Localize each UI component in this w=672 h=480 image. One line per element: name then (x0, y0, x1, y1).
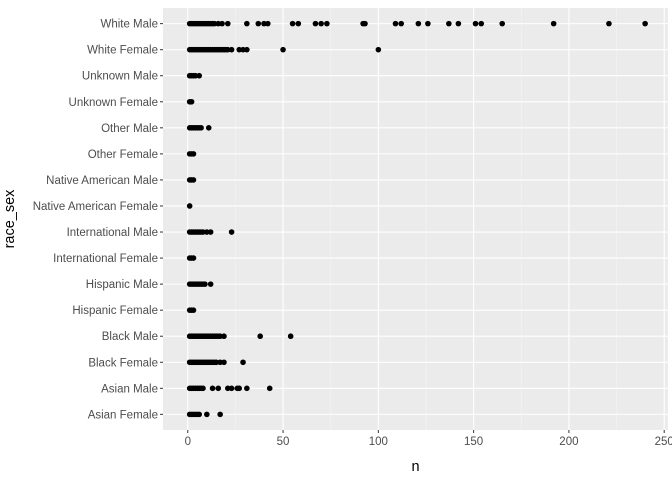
y-tick-label: International Female (53, 253, 158, 265)
data-point (280, 46, 286, 53)
y-tick-label: Native American Female (33, 201, 158, 213)
data-point (196, 72, 203, 79)
data-point (287, 333, 294, 340)
data-point (478, 20, 485, 27)
y-tick-label: International Male (67, 227, 158, 239)
data-point (228, 385, 235, 392)
data-point (190, 307, 197, 313)
x-axis-title: n (411, 459, 419, 475)
data-point (266, 385, 273, 392)
data-point (244, 385, 250, 392)
y-tick-label: Asian Female (88, 409, 158, 421)
x-axis: 0 50 100 150 200 250 (185, 430, 672, 448)
data-point (398, 20, 405, 27)
y-tick-label: Other Female (88, 149, 158, 161)
data-point (362, 20, 368, 27)
y-tick-label: Asian Male (101, 383, 158, 395)
data-point (425, 20, 431, 27)
data-point (265, 20, 271, 27)
y-tick-label: Unknown Male (82, 71, 158, 83)
data-point (200, 385, 206, 392)
data-point (190, 151, 197, 157)
y-tick-label: Black Male (102, 331, 158, 343)
data-point (415, 20, 422, 27)
data-point (295, 20, 302, 27)
data-point (205, 125, 212, 131)
data-point (606, 20, 612, 27)
data-point (224, 20, 231, 27)
data-point (446, 20, 452, 27)
data-point (190, 255, 197, 261)
data-point (318, 20, 324, 27)
data-point (207, 281, 214, 287)
data-point (221, 359, 227, 366)
minor-gridlines (235, 8, 617, 430)
data-points (186, 20, 648, 418)
data-point (190, 177, 197, 183)
data-point (217, 411, 223, 418)
data-point (204, 411, 210, 418)
data-point (215, 385, 222, 392)
data-point (228, 46, 235, 53)
data-point (186, 203, 193, 209)
y-tick-label: Black Female (88, 357, 158, 369)
data-point (188, 98, 195, 105)
data-point (324, 20, 330, 27)
data-point (196, 411, 203, 418)
data-point (257, 333, 263, 340)
x-tick-label: 0 (185, 436, 191, 448)
y-tick-label: Hispanic Male (86, 279, 158, 291)
y-tick-label: White Male (100, 19, 158, 31)
data-point (392, 20, 399, 27)
data-point (209, 385, 216, 392)
x-tick-label: 250 (655, 436, 672, 448)
data-point (312, 20, 319, 27)
data-point (219, 20, 225, 27)
x-tick-label: 100 (369, 436, 388, 448)
data-point (255, 20, 262, 27)
data-point (244, 20, 250, 27)
y-tick-label: Native American Male (46, 175, 158, 187)
data-point (207, 229, 214, 235)
y-axis: Asian Female Asian Male Black Female Black … (33, 19, 163, 421)
data-point (198, 125, 204, 131)
data-point (236, 385, 243, 392)
y-tick-label: Unknown Female (69, 97, 158, 109)
data-point (375, 46, 382, 53)
data-point (228, 229, 235, 235)
x-tick-label: 150 (464, 436, 483, 448)
major-gridlines (163, 8, 668, 430)
y-tick-label: Other Male (101, 123, 158, 135)
y-tick-label: Hispanic Female (72, 305, 158, 317)
data-point (244, 46, 250, 53)
data-point (550, 20, 557, 27)
plot-panel (163, 8, 668, 430)
y-axis-title: race_sex (2, 189, 18, 249)
y-tick-label: White Female (87, 45, 158, 57)
data-point (240, 359, 246, 366)
x-tick-label: 50 (277, 436, 290, 448)
data-point (499, 20, 506, 27)
data-point (221, 333, 227, 340)
data-point (202, 281, 208, 287)
data-point (289, 20, 296, 27)
data-point (472, 20, 479, 27)
x-tick-label: 200 (559, 436, 578, 448)
data-point (642, 20, 648, 27)
data-point (455, 20, 462, 27)
